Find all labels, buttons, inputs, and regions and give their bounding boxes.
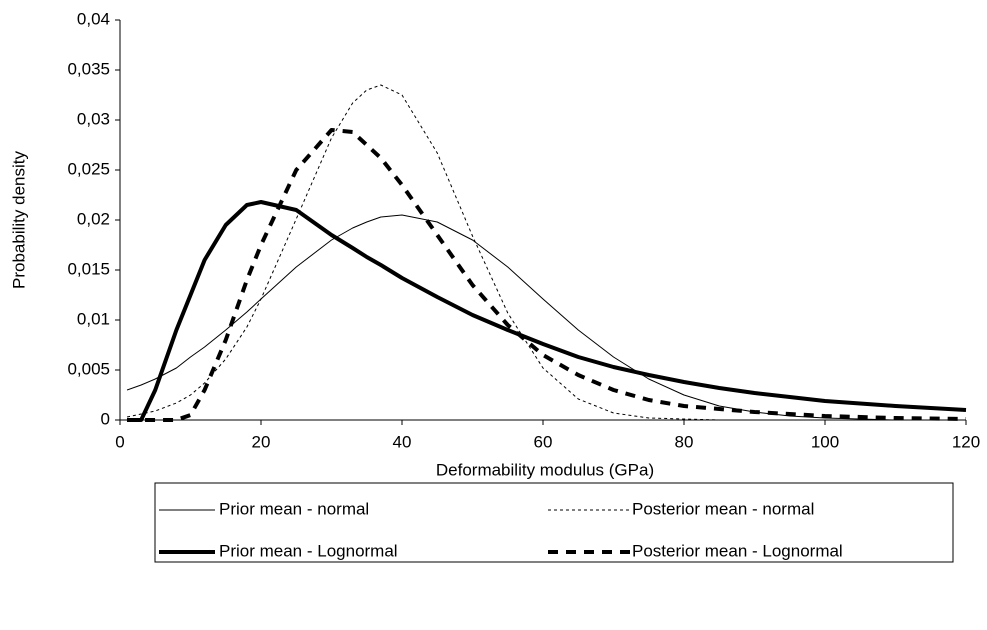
x-tick-label: 60 xyxy=(534,432,553,451)
y-tick-label: 0,035 xyxy=(67,59,110,78)
x-tick-label: 0 xyxy=(115,432,124,451)
x-tick-label: 20 xyxy=(252,432,271,451)
x-tick-label: 120 xyxy=(952,432,980,451)
x-tick-label: 100 xyxy=(811,432,839,451)
series-line xyxy=(126,84,966,421)
y-tick-label: 0,015 xyxy=(67,259,110,278)
y-tick-label: 0,01 xyxy=(77,309,110,328)
legend-label: Posterior mean - Lognormal xyxy=(632,541,843,560)
legend-label: Prior mean - normal xyxy=(219,499,369,518)
x-axis-label: Deformability modulus (GPa) xyxy=(436,460,654,479)
legend-label: Prior mean - Lognormal xyxy=(219,541,398,560)
y-tick-label: 0,04 xyxy=(77,9,110,28)
y-tick-label: 0,025 xyxy=(67,159,110,178)
x-tick-label: 80 xyxy=(675,432,694,451)
series-line xyxy=(127,200,967,422)
legend-box xyxy=(154,482,954,563)
y-tick-label: 0,03 xyxy=(77,109,110,128)
legend-label: Posterior mean - normal xyxy=(632,499,814,518)
y-tick-label: 0,02 xyxy=(77,209,110,228)
x-tick-label: 40 xyxy=(393,432,412,451)
y-tick-label: 0,005 xyxy=(67,359,110,378)
y-tick-label: 0 xyxy=(101,409,110,428)
series-line xyxy=(127,128,967,422)
y-axis-label: Probability density xyxy=(9,151,28,289)
series-line xyxy=(126,214,966,421)
